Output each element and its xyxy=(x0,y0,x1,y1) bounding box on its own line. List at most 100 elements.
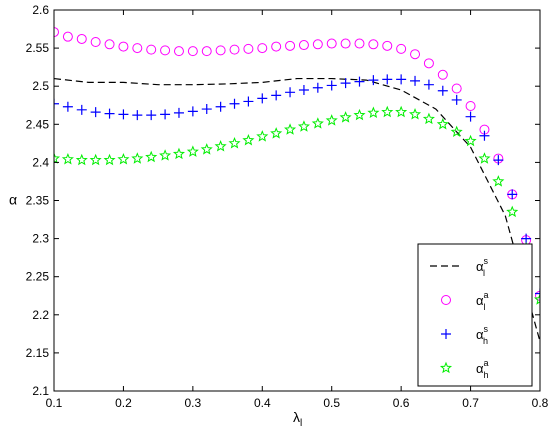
data-point xyxy=(326,38,337,49)
y-tick-label: 2.5 xyxy=(32,79,49,93)
data-point xyxy=(271,90,282,101)
legend-marker xyxy=(441,329,451,339)
y-tick-label: 2.55 xyxy=(26,41,50,55)
data-point xyxy=(75,153,88,166)
data-point xyxy=(478,152,491,164)
data-point xyxy=(173,107,184,118)
data-point xyxy=(132,43,143,54)
data-point xyxy=(479,130,490,141)
data-point xyxy=(200,143,213,155)
data-point xyxy=(535,288,540,299)
legend: αs l αa l αs h αa h xyxy=(417,243,533,387)
data-point xyxy=(229,44,240,55)
data-point xyxy=(395,105,408,118)
data-point xyxy=(339,111,352,123)
data-point xyxy=(54,27,59,38)
data-point xyxy=(243,96,254,107)
data-point xyxy=(410,49,421,60)
y-tick-label: 2.35 xyxy=(26,194,50,208)
y-tick-label: 2.4 xyxy=(32,155,49,169)
data-point xyxy=(214,140,227,152)
data-point xyxy=(396,43,407,54)
legend-entry: αs h xyxy=(441,324,489,346)
x-axis-label: λl xyxy=(293,409,302,429)
data-point xyxy=(312,82,323,93)
x-tick-label: 0.2 xyxy=(115,396,132,410)
data-point xyxy=(367,106,380,119)
legend-entry: αa l xyxy=(441,290,489,312)
data-point xyxy=(257,93,268,104)
data-point xyxy=(436,117,449,130)
data-point xyxy=(118,41,129,52)
x-tick-label: 0.5 xyxy=(323,396,340,410)
y-tick-label: 2.2 xyxy=(32,308,49,322)
svg-text:λl: λl xyxy=(293,409,302,429)
data-point xyxy=(451,83,462,94)
data-point xyxy=(89,153,102,166)
data-point xyxy=(353,108,366,121)
data-point xyxy=(118,109,129,120)
y-tick-label: 2.6 xyxy=(32,3,49,17)
y-tick-label: 2.25 xyxy=(26,270,50,284)
x-tick-label: 0.1 xyxy=(46,396,63,410)
data-point xyxy=(382,40,393,51)
x-tick-label: 0.3 xyxy=(185,396,202,410)
data-point xyxy=(243,43,254,54)
data-point xyxy=(340,38,351,49)
axes: 0.1 0.2 0.3 0.4 0.5 0.6 0.7 0.8 2.1 2.15 2.2 2.25 2.… xyxy=(26,3,549,410)
data-point xyxy=(285,40,296,51)
data-point xyxy=(242,133,255,146)
data-point xyxy=(146,110,157,121)
data-point xyxy=(103,153,116,166)
x-tick-label: 0.6 xyxy=(393,396,410,410)
data-point xyxy=(62,101,73,112)
data-point xyxy=(228,137,241,149)
data-point xyxy=(187,106,198,117)
data-point xyxy=(325,114,338,126)
data-point xyxy=(132,110,143,121)
data-point xyxy=(451,94,462,105)
data-point xyxy=(117,153,130,165)
data-point xyxy=(311,117,324,129)
data-point xyxy=(521,233,532,244)
data-point xyxy=(326,80,337,91)
data-point xyxy=(271,41,282,52)
data-point xyxy=(62,31,73,42)
data-point xyxy=(340,78,351,89)
plot-area xyxy=(54,27,540,342)
data-point xyxy=(535,290,540,301)
data-point xyxy=(131,152,144,164)
data-point xyxy=(297,120,310,132)
x-tick-label: 0.7 xyxy=(462,396,479,410)
x-tick-label: 0.8 xyxy=(532,396,549,410)
data-point xyxy=(493,155,504,166)
legend-marker xyxy=(441,295,451,305)
data-point xyxy=(354,38,365,49)
data-point xyxy=(284,123,297,135)
data-point xyxy=(408,108,422,120)
data-point xyxy=(492,175,505,187)
data-point xyxy=(410,75,421,86)
data-point xyxy=(423,58,434,69)
data-point xyxy=(423,79,434,90)
series-4 xyxy=(54,105,540,305)
data-point xyxy=(229,98,240,109)
data-point xyxy=(298,40,309,51)
data-point xyxy=(437,69,448,80)
data-point xyxy=(368,39,379,50)
y-tick-label: 2.15 xyxy=(26,346,50,360)
data-point xyxy=(145,150,158,163)
data-point xyxy=(173,46,184,57)
data-point xyxy=(215,101,226,112)
data-point xyxy=(382,74,393,85)
data-point xyxy=(90,37,101,48)
data-point xyxy=(256,130,269,142)
data-point xyxy=(90,107,101,118)
data-point xyxy=(104,39,115,50)
data-point xyxy=(465,111,476,122)
data-point xyxy=(450,125,463,138)
legend-label: αa h xyxy=(476,358,489,380)
x-tick-label: 0.4 xyxy=(254,396,271,410)
data-point xyxy=(201,104,212,115)
data-point xyxy=(270,127,283,139)
